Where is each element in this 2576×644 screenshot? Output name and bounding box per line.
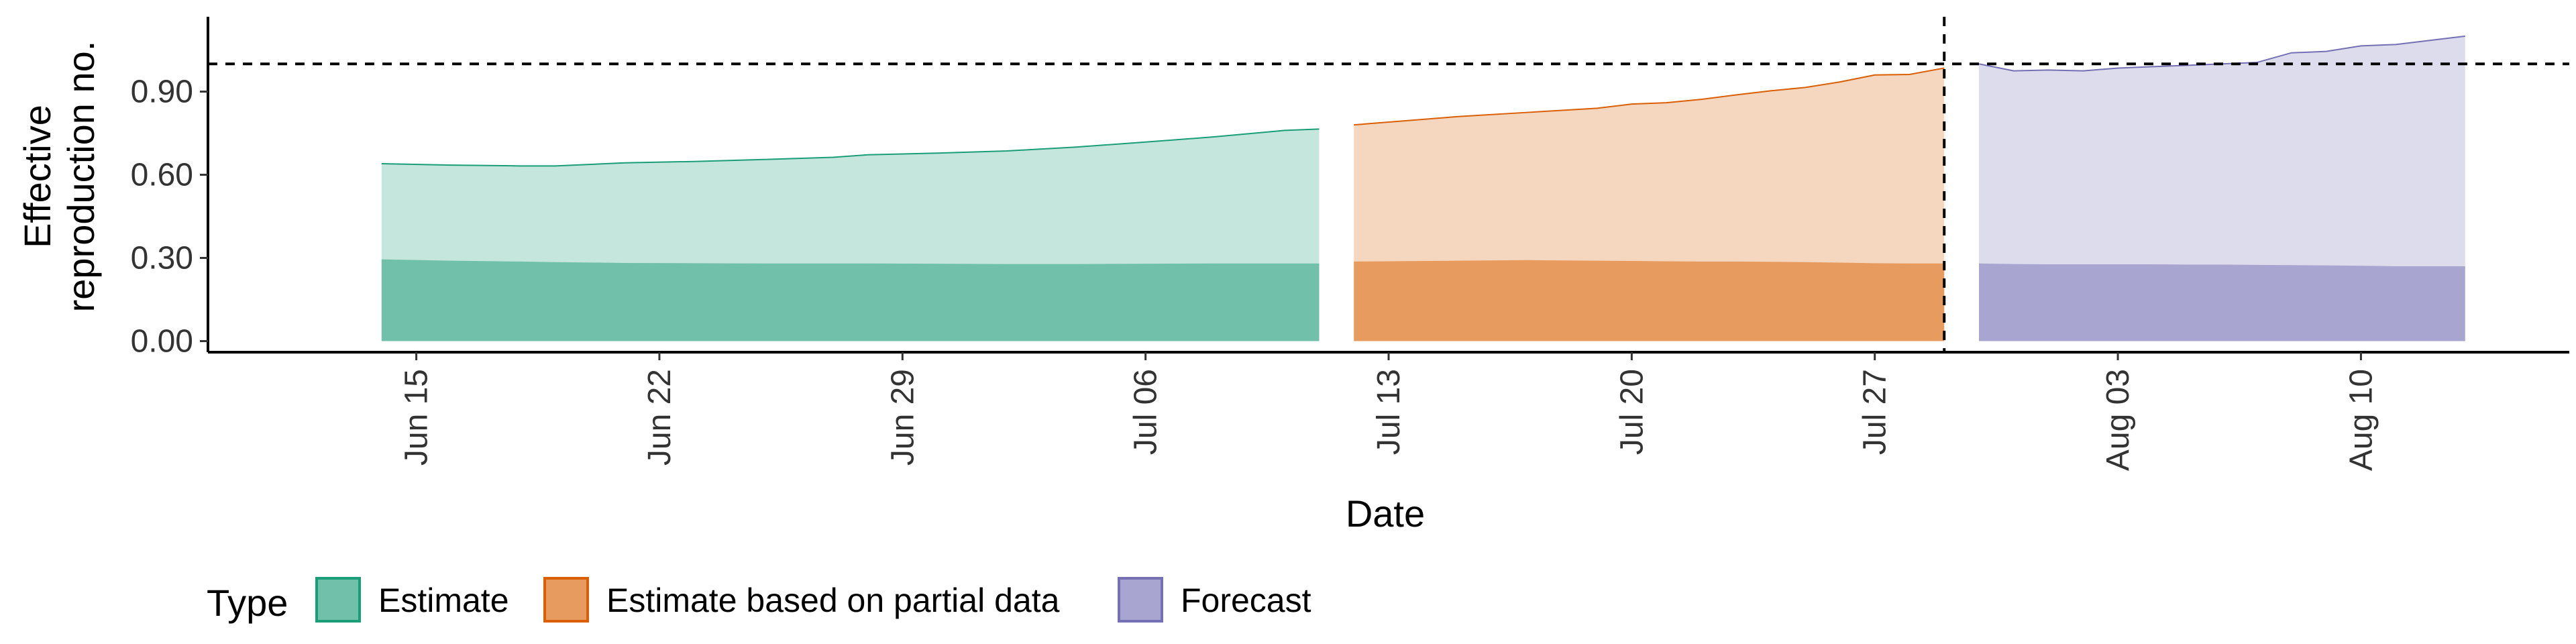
x-tick-label: Jul 06 (1128, 369, 1164, 455)
y-tick-label: 0.00 (131, 323, 193, 359)
legend-key-estimate-based-on-partial-data (543, 577, 589, 623)
y-tick-label: 0.90 (131, 74, 193, 110)
x-tick-label: Jun 15 (399, 369, 435, 466)
axis-labels: Effective reproduction no. Date (16, 41, 1425, 535)
upper-line-estimate-based-on-partial-data (1354, 67, 1945, 126)
legend: Type Estimate Estimate based on partial d… (207, 577, 1311, 624)
upper-line-estimate (381, 128, 1320, 167)
x-tick-label: Jul 13 (1371, 369, 1407, 455)
x-axis-title: Date (1346, 492, 1425, 535)
y-tick-label: 0.60 (131, 158, 193, 193)
y-tick-label: 0.30 (131, 241, 193, 276)
legend-key-forecast (1118, 577, 1163, 623)
area-inner-forecast (1979, 263, 2465, 341)
legend-label-estimate: Estimate (378, 582, 509, 619)
y-axis-title-line-2: reproduction no. (60, 41, 102, 313)
plot-area (208, 17, 2569, 352)
x-tick-label: Jun 29 (885, 369, 920, 466)
legend-label-estimate-based-on-partial-data: Estimate based on partial data (606, 582, 1060, 619)
area-inner-estimate-based-on-partial-data (1354, 260, 1945, 341)
y-axis-title-line-1: Effective (16, 105, 58, 248)
x-tick-label: Jul 20 (1614, 369, 1650, 455)
x-tick-label: Aug 10 (2343, 369, 2379, 471)
x-tick-label: Jul 27 (1858, 369, 1893, 455)
axes: 0.00 0.30 0.60 0.90 Jun 15 Jun 22 Jun 29 Jul 06… (131, 17, 2569, 471)
x-tick-label: Jun 22 (642, 369, 678, 466)
area-inner-estimate (381, 259, 1320, 341)
legend-title: Type (207, 582, 288, 624)
legend-key-estimate (315, 577, 361, 623)
legend-label-forecast: Forecast (1181, 582, 1311, 619)
x-tick-label: Aug 03 (2100, 369, 2136, 471)
